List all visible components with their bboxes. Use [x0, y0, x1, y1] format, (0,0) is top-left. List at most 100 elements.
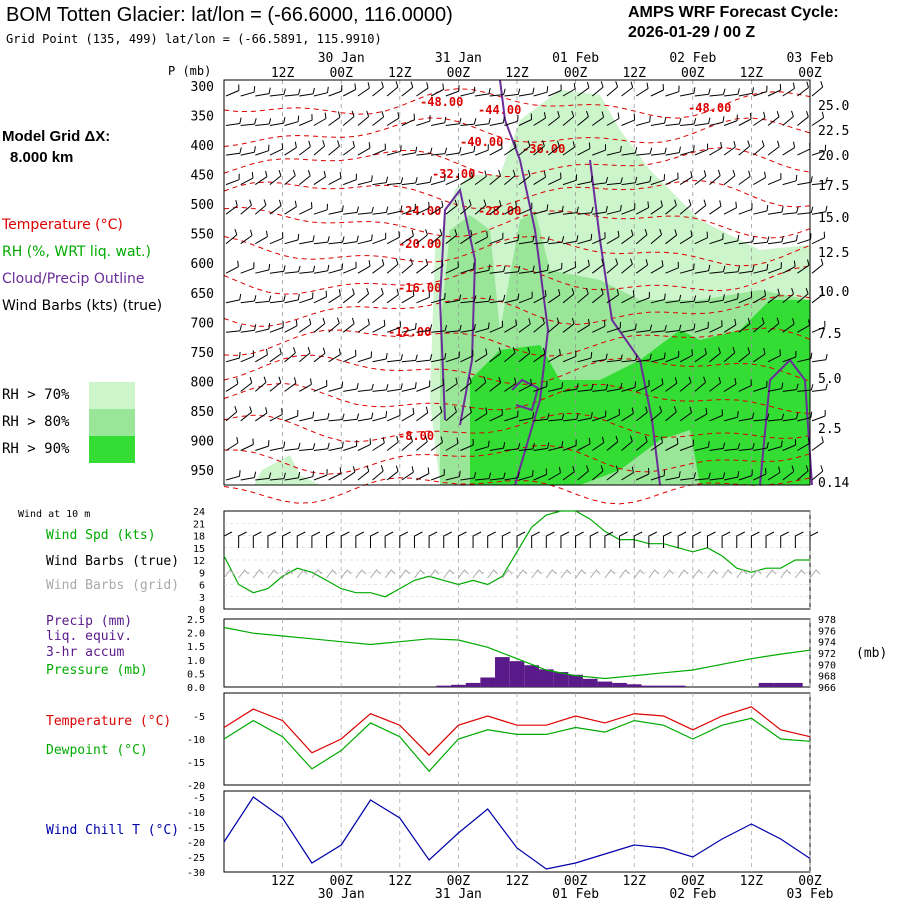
surface-wind-barb-grid — [809, 569, 821, 579]
wind-barb — [240, 199, 252, 215]
wind-barb — [797, 259, 810, 274]
wind-barb — [401, 407, 415, 422]
wind-barb — [225, 470, 241, 481]
wind-barb — [680, 472, 696, 481]
surface-wind-barb-grid — [765, 569, 777, 579]
wind-barb — [504, 141, 517, 156]
wind-barb — [811, 81, 824, 97]
precip-bar — [788, 682, 803, 687]
wind-barb — [767, 317, 780, 333]
wind-barb — [489, 376, 502, 392]
surface-wind-barb-true — [604, 531, 614, 548]
wind-barb — [474, 264, 491, 274]
wind-barb — [606, 408, 620, 422]
surface-wind-barb-true — [487, 531, 496, 548]
wind-barb — [753, 381, 768, 392]
date-label-bottom: 01 Feb — [552, 887, 599, 900]
wind-barb — [460, 376, 472, 392]
precip-tick: 2.0 — [187, 629, 205, 640]
surface-wind-barb-true — [575, 531, 584, 548]
wind-barb — [357, 175, 373, 186]
wind-barb — [753, 467, 767, 481]
wind-barb — [416, 82, 429, 97]
pressure-tick-label: 500 — [191, 198, 214, 213]
temperature-contour — [223, 412, 811, 443]
wind-barb — [299, 411, 315, 422]
wind-barb — [299, 378, 312, 392]
wind-barb — [328, 205, 344, 215]
wind-barb — [372, 411, 388, 422]
surface-wind-barb-true — [809, 531, 819, 548]
wind-barb — [460, 86, 476, 97]
wind-barb — [797, 411, 813, 422]
wind-barb — [328, 317, 340, 333]
wind-barb — [650, 83, 664, 97]
wind-barb — [724, 265, 741, 274]
wind-barb — [357, 287, 370, 304]
wind-barb — [591, 288, 604, 304]
wind-speed-tick: 6 — [199, 581, 205, 592]
wind-barb — [811, 320, 826, 333]
model-grid-label: Model Grid ΔX: — [2, 128, 111, 145]
wind-barb — [592, 410, 607, 422]
wind-barb — [606, 258, 619, 274]
wind-barb — [562, 110, 575, 126]
wind-barb — [738, 412, 755, 422]
pressure-tick-label: 550 — [191, 228, 214, 243]
surface-wind-barb-grid — [736, 569, 748, 579]
surface-wind-barb-grid — [648, 569, 660, 579]
wind-barb — [738, 469, 753, 481]
wind-barb — [577, 206, 594, 215]
surface-wind-barb-true — [428, 531, 438, 548]
wind-barb — [782, 82, 795, 97]
wind-barb — [636, 147, 653, 156]
windchill-tick: -25 — [187, 853, 205, 864]
wind-barb — [386, 112, 400, 126]
wind-barb — [591, 258, 604, 274]
wind-barb — [767, 140, 780, 156]
height-tick-label: 0.14 — [818, 476, 849, 491]
temperature-contour-label: -28.00 — [478, 204, 521, 218]
wind-barb — [475, 295, 492, 304]
wind-speed-tick: 9 — [199, 568, 205, 579]
forecast-cycle-line1: AMPS WRF Forecast Cycle: — [628, 4, 839, 21]
wind-barb — [518, 443, 535, 451]
wind-barb — [313, 203, 328, 215]
wind-barb — [475, 472, 492, 481]
wind-barb — [416, 176, 432, 186]
wind-barb — [460, 229, 473, 245]
pressure-unit-label: (mb) — [856, 646, 887, 661]
wind-barb — [562, 174, 578, 186]
precip-bar — [509, 661, 525, 687]
wind-barb — [401, 435, 413, 451]
wind-barb — [679, 199, 692, 215]
wind-barb — [489, 320, 504, 333]
wind-barb — [225, 437, 239, 451]
surface-wind-barb-true — [677, 531, 687, 548]
time-tick-label-top: 00Z — [329, 66, 353, 81]
precip-bar — [626, 684, 642, 687]
wind-barb — [240, 376, 253, 392]
wind-barb — [665, 437, 679, 451]
legend-rh90-swatch — [89, 436, 135, 463]
wind-barb — [299, 265, 316, 274]
wind-barb — [313, 86, 329, 97]
wind-barb — [606, 204, 622, 215]
wind-barb — [636, 175, 652, 186]
wind-barb — [811, 144, 827, 156]
wind-barb — [518, 291, 533, 304]
legend-rh70-swatch — [89, 382, 135, 409]
wind-barb — [240, 295, 257, 304]
surface-wind-barb-grid — [604, 569, 616, 579]
wind-barb — [372, 353, 388, 363]
wind-barb — [548, 205, 564, 215]
wind-barb — [709, 442, 726, 451]
wind-barb — [416, 291, 430, 304]
date-label-bottom: 02 Feb — [669, 887, 716, 900]
wind-barb — [533, 140, 545, 156]
wind-barb — [753, 111, 766, 126]
temperature-contour-label: -36.00 — [522, 142, 565, 156]
wind-barb — [328, 289, 341, 304]
wind-barb — [445, 85, 460, 97]
surface-wind-barb-true — [443, 531, 452, 548]
